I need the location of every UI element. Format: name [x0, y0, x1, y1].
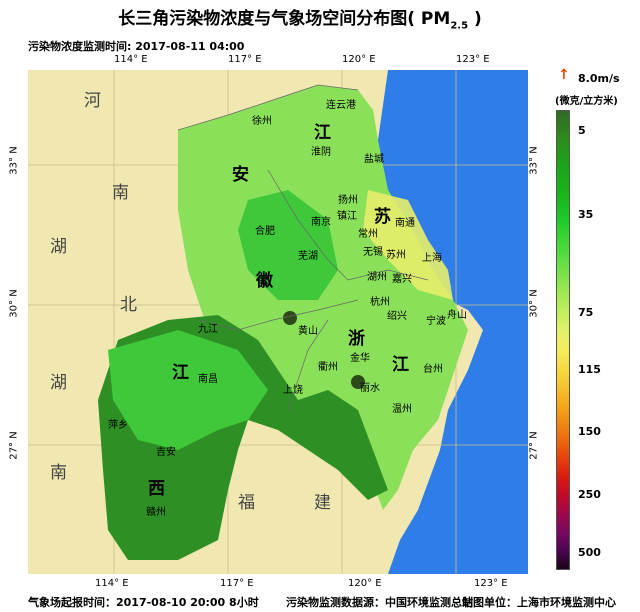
city-label: 萍乡 — [108, 420, 128, 431]
lon-tick: 114° E — [114, 54, 148, 65]
lat-tick: 33° N — [8, 146, 20, 175]
city-label: 扬州 — [338, 195, 358, 206]
legend-tick: 35 — [578, 208, 594, 221]
province-label: 徽 — [256, 271, 273, 291]
city-label: 赣州 — [146, 507, 166, 518]
sea-north — [378, 70, 528, 140]
region-label: 湖 — [50, 373, 67, 393]
city-label: 金华 — [350, 353, 370, 364]
lon-tick: 123° E — [456, 54, 490, 65]
city-label: 九江 — [198, 324, 218, 335]
city-label: 吉安 — [156, 447, 176, 458]
city-label: 丽水 — [360, 383, 380, 394]
province-label: 苏 — [374, 207, 391, 227]
region-label: 南 — [112, 183, 129, 203]
province-label: 安 — [232, 165, 249, 185]
city-label: 连云港 — [326, 100, 356, 111]
city-label: 嘉兴 — [392, 274, 412, 285]
city-label: 台州 — [423, 364, 443, 375]
city-label: 绍兴 — [387, 311, 407, 322]
haze-region — [178, 85, 468, 510]
city-label: 上海 — [422, 253, 442, 264]
city-label: 舟山 — [447, 310, 467, 321]
region-label: 湖 — [50, 237, 67, 257]
city-label: 上饶 — [283, 385, 303, 396]
lat-tick: 27° N — [528, 431, 540, 460]
city-label: 盐城 — [364, 154, 384, 165]
producer: 制图单位：上海市环境监测中心 — [462, 596, 616, 609]
city-label: 合肥 — [255, 226, 275, 237]
monitor-time: 污染物浓度监测时间: 2017-08-11 04:00 — [28, 40, 245, 53]
region-label: 福 — [238, 493, 255, 513]
city-label: 南京 — [311, 217, 331, 228]
city-label: 衢州 — [318, 362, 338, 373]
lat-tick: 27° N — [8, 431, 20, 460]
province-label: 西 — [148, 479, 165, 499]
city-label: 芜湖 — [298, 251, 318, 262]
lat-tick: 30° N — [528, 289, 540, 318]
lon-tick: 120° E — [342, 54, 376, 65]
color-scale-bar — [556, 110, 570, 570]
legend-tick: 500 — [578, 546, 601, 559]
lon-tick: 123° E — [474, 578, 508, 589]
legend-tick: 5 — [578, 124, 586, 137]
province-label: 江 — [314, 123, 331, 143]
lon-tick: 117° E — [220, 578, 254, 589]
pollution-map — [28, 70, 528, 574]
region-label: 北 — [120, 295, 137, 315]
city-label: 宁波 — [426, 316, 446, 327]
hotspot-huangshan — [283, 311, 297, 325]
city-label: 温州 — [392, 404, 412, 415]
lat-tick: 33° N — [528, 146, 540, 175]
city-label: 黄山 — [298, 326, 318, 337]
province-label: 江 — [392, 355, 409, 375]
lon-tick: 117° E — [228, 54, 262, 65]
forecast-time: 气象场起报时间：2017-08-10 20:00 8小时 — [28, 596, 259, 609]
province-label: 江 — [172, 363, 189, 383]
lon-tick: 120° E — [348, 578, 382, 589]
city-label: 淮阴 — [311, 147, 331, 158]
lat-tick: 30° N — [8, 289, 20, 318]
map-title: 长三角污染物浓度与气象场空间分布图( PM2.5 ) — [118, 9, 482, 32]
legend-tick: 150 — [578, 425, 601, 438]
city-label: 南通 — [395, 218, 415, 229]
hotspot-lishui — [351, 375, 365, 389]
region-label: 南 — [50, 463, 67, 483]
city-label: 常州 — [358, 229, 378, 240]
city-label: 无锡 — [363, 247, 383, 258]
legend-tick: 75 — [578, 306, 594, 319]
region-label: 河 — [84, 91, 101, 111]
city-label: 徐州 — [252, 116, 272, 127]
region-label: 建 — [314, 493, 331, 513]
mid-green-zone — [108, 330, 268, 450]
wind-scale: 8.0m/s — [578, 72, 620, 85]
province-borders — [177, 84, 429, 411]
legend-tick: 250 — [578, 488, 601, 501]
city-label: 杭州 — [370, 297, 390, 308]
city-label: 湖州 — [367, 272, 387, 283]
sea-area — [378, 70, 528, 574]
city-label: 南昌 — [198, 374, 218, 385]
wind-arrow-icon: ↑ — [558, 67, 570, 83]
city-label: 镇江 — [337, 211, 357, 222]
city-label: 苏州 — [386, 250, 406, 261]
yellow-zone — [363, 190, 453, 300]
data-source: 污染物监测数据源：中国环境监测总站 — [286, 596, 473, 609]
lon-tick: 114° E — [95, 578, 129, 589]
legend-tick: 115 — [578, 363, 601, 376]
mid-green-zone-2 — [238, 190, 338, 300]
province-label: 浙 — [348, 329, 365, 349]
legend-unit: (微克/立方米) — [555, 96, 618, 107]
